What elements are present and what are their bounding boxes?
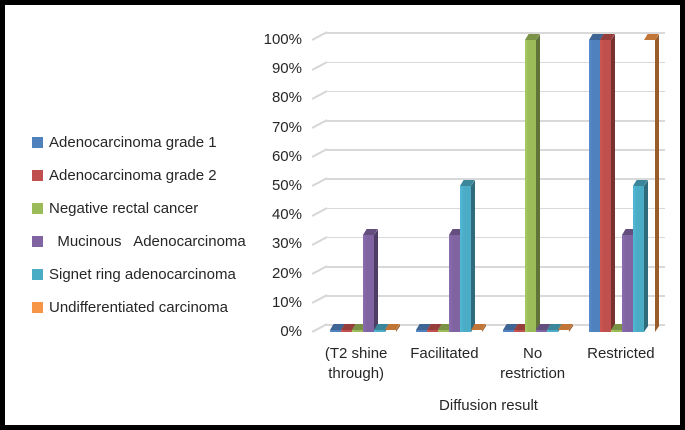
bar-signet-ring-adenocarcinoma [632, 180, 648, 332]
gridline-line [326, 90, 665, 93]
bar-undifferentiated-carcinoma [471, 324, 487, 332]
y-tick-label: 30% [271, 235, 302, 253]
bar-signet-ring-adenocarcinoma [460, 180, 476, 332]
plot-area [311, 31, 665, 333]
legend-item: Undifferentiated carcinoma [32, 291, 246, 324]
gridline-line [326, 266, 665, 268]
legend-item: Signet ring adenocarcinoma [32, 258, 246, 291]
y-tick-label: 90% [271, 60, 302, 78]
bar-group-3 [502, 34, 573, 332]
gridline-line [326, 236, 665, 239]
legend-label: Mucinous Adenocarcinoma [49, 233, 246, 250]
bar-group-2 [416, 180, 487, 332]
legend-item: Adenocarcinoma grade 2 [32, 159, 246, 192]
x-axis-title: Diffusion result [439, 397, 538, 414]
legend-label: Undifferentiated carcinoma [49, 299, 228, 316]
bar-adenocarcinoma-grade-1 [416, 324, 432, 332]
x-tick-label: Facilitated [410, 345, 479, 362]
bar-negative-rectal-cancer [352, 324, 368, 332]
bar-signet-ring-adenocarcinoma [374, 324, 390, 332]
gridline-line [326, 32, 665, 34]
y-tick-label: 100% [263, 31, 302, 48]
y-tick-label: 60% [271, 147, 302, 165]
bar-mucinous-adenocarcinoma [535, 324, 551, 332]
bar-mucinous-adenocarcinoma [621, 228, 637, 332]
bar-negative-rectal-cancer [524, 34, 540, 332]
legend-swatch-icon [32, 170, 43, 181]
x-tick-label: No restriction [500, 345, 566, 382]
legend-item: Negative rectal cancer [32, 192, 246, 225]
bar-adenocarcinoma-grade-2 [341, 324, 357, 332]
bar-group-1 [330, 228, 401, 332]
gridline-line [326, 207, 665, 210]
x-tick-label: Restricted [587, 345, 655, 362]
bar-adenocarcinoma-grade-1 [502, 324, 518, 332]
y-tick-label: 0% [280, 323, 302, 340]
legend-label: Adenocarcinoma grade 1 [49, 134, 217, 151]
bar-side-face [654, 34, 659, 332]
bar-undifferentiated-carcinoma [385, 324, 401, 332]
gridline-line [326, 120, 665, 122]
bar-groups [320, 34, 665, 332]
bar-signet-ring-adenocarcinoma [546, 324, 562, 332]
bar-group-4 [588, 34, 659, 332]
legend-label: Adenocarcinoma grade 2 [49, 167, 217, 184]
legend-swatch-icon [32, 137, 43, 148]
legend: Adenocarcinoma grade 1 Adenocarcinoma gra… [32, 126, 246, 324]
bar-negative-rectal-cancer [438, 324, 454, 332]
y-tick-label: 10% [271, 293, 302, 311]
bar-adenocarcinoma-grade-1 [588, 34, 604, 332]
gridline-line [326, 295, 665, 297]
x-tick-label: (T2 shine through) [324, 345, 388, 382]
diffusion-result-chart: Adenocarcinoma grade 1 Adenocarcinoma gra… [10, 10, 675, 420]
legend-swatch-icon [32, 203, 43, 214]
y-tick-label: 50% [271, 177, 302, 194]
y-tick-label: 20% [271, 264, 302, 282]
bar-side-face [610, 34, 615, 332]
legend-label: Signet ring adenocarcinoma [49, 266, 236, 283]
x-axis-labels: (T2 shine through) Facilitated No restrict… [312, 344, 665, 384]
bar-adenocarcinoma-grade-2 [427, 324, 443, 332]
bar-mucinous-adenocarcinoma [363, 228, 379, 332]
y-tick-label: 40% [271, 206, 302, 224]
legend-item: Mucinous Adenocarcinoma [32, 225, 246, 258]
gridline-line [326, 324, 665, 326]
legend-swatch-icon [32, 236, 43, 247]
bar-side-face [535, 34, 540, 332]
bar-side-face [471, 180, 476, 332]
legend-swatch-icon [32, 302, 43, 313]
gridline-line [326, 61, 665, 64]
legend-item: Adenocarcinoma grade 1 [32, 126, 246, 159]
bar-side-face [374, 228, 379, 332]
y-tick-label: 70% [271, 118, 302, 136]
y-tick-label: 80% [271, 89, 302, 107]
bar-negative-rectal-cancer [610, 324, 626, 332]
bar-undifferentiated-carcinoma [643, 34, 659, 332]
gridline-line [326, 149, 665, 151]
bar-undifferentiated-carcinoma [557, 324, 573, 332]
bar-adenocarcinoma-grade-2 [513, 324, 529, 332]
bar-adenocarcinoma-grade-2 [599, 34, 615, 332]
y-axis: 0% 10% 20% 30% 40% 50% 60% 70% 80% 90% 100% [230, 31, 302, 340]
gridline-line [326, 178, 665, 180]
legend-swatch-icon [32, 269, 43, 280]
bar-mucinous-adenocarcinoma [449, 228, 465, 332]
bar-adenocarcinoma-grade-1 [330, 324, 346, 332]
legend-label: Negative rectal cancer [49, 200, 199, 217]
